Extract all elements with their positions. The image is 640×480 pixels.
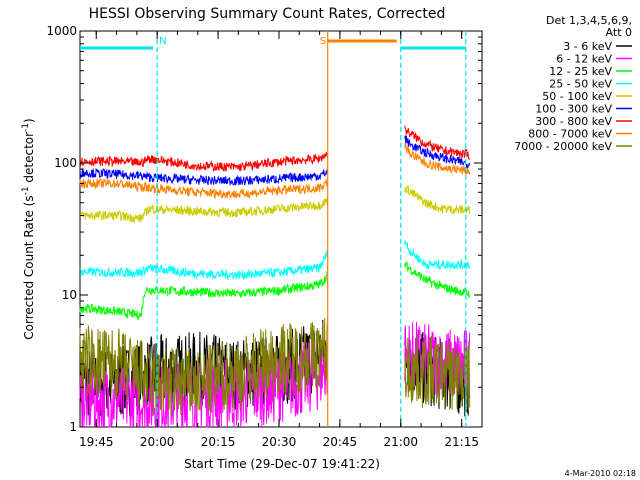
legend-label: 6 - 12 keV — [556, 53, 612, 66]
legend-label: 800 - 7000 keV — [528, 128, 612, 141]
legend-label: 7000 - 20000 keV — [514, 140, 612, 153]
plot-frame — [79, 30, 483, 428]
x-tick-label: 21:00 — [383, 435, 418, 449]
series-line — [404, 321, 471, 400]
y-axis-label-sup: -1 — [21, 186, 31, 195]
series-line — [404, 125, 471, 160]
legend-label: 300 - 800 keV — [535, 115, 612, 128]
legend-header: Det 1,3,4,5,6,9, — [546, 14, 632, 27]
y-axis-label-part: detector — [22, 132, 36, 187]
series-line — [79, 196, 328, 224]
series-line — [404, 184, 471, 214]
series-line — [404, 333, 471, 410]
series-line — [79, 317, 328, 416]
y-tick-label: 1 — [69, 420, 77, 434]
x-axis-label: Start Time (29-Dec-07 19:41:22) — [184, 457, 380, 471]
footer-date: 4-Mar-2010 02:18 — [565, 469, 636, 478]
legend-label: 100 - 300 keV — [535, 103, 612, 116]
flag-label: N — [159, 36, 166, 47]
chart-title: HESSI Observing Summary Count Rates, Cor… — [89, 6, 446, 22]
y-axis-label: Corrected Count Rate (s-1 detector-1) — [21, 118, 36, 339]
legend-label: 3 - 6 keV — [563, 40, 612, 53]
series-line — [404, 261, 470, 299]
x-tick-label: 20:00 — [140, 435, 175, 449]
x-tick-label: 21:15 — [444, 435, 479, 449]
legend-header: Att 0 — [606, 26, 632, 39]
x-tick-label: 20:30 — [262, 435, 297, 449]
y-tick-label: 10 — [62, 288, 77, 302]
flag-label: S — [320, 36, 326, 47]
series-line — [79, 270, 328, 321]
y-axis-label-part: ) — [22, 118, 36, 123]
legend-label: 25 - 50 keV — [549, 78, 612, 91]
series-line — [404, 135, 471, 169]
x-tick-label: 19:45 — [79, 435, 114, 449]
x-tick-label: 20:15 — [201, 435, 236, 449]
legend-label: 12 - 25 keV — [549, 65, 612, 78]
legend-label: 50 - 100 keV — [542, 90, 612, 103]
series-line — [79, 249, 328, 281]
series-line — [79, 178, 328, 200]
series-line — [79, 167, 328, 186]
series-line — [404, 142, 471, 175]
y-tick-label: 100 — [54, 156, 77, 170]
y-tick-label: 1000 — [46, 24, 77, 38]
x-tick-label: 20:45 — [323, 435, 358, 449]
series-line — [404, 240, 471, 271]
y-axis-label-sup: -1 — [21, 123, 31, 132]
y-axis-label-part: Corrected Count Rate (s — [22, 195, 36, 339]
series-line — [79, 151, 328, 173]
